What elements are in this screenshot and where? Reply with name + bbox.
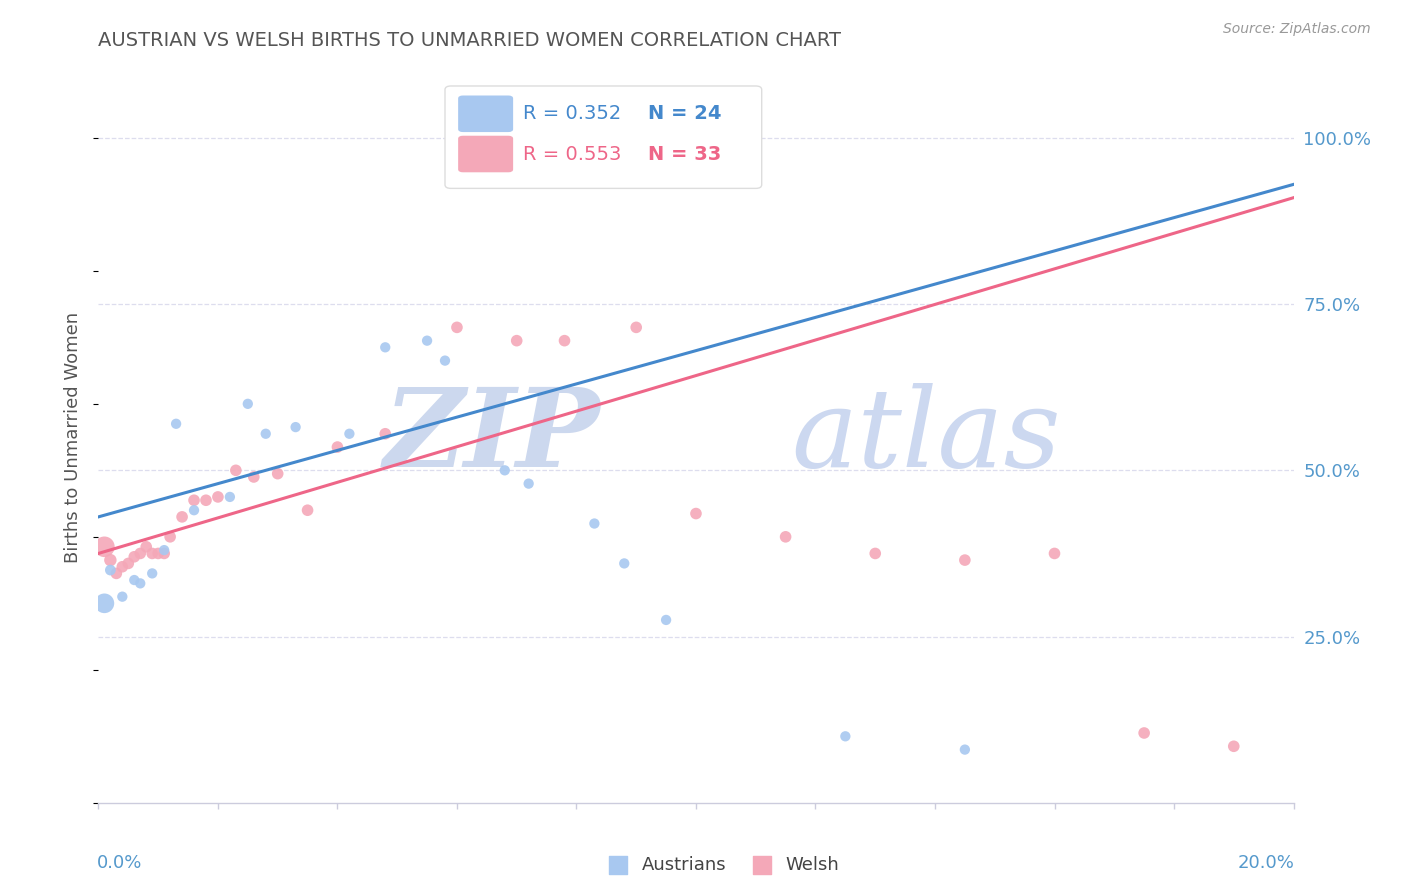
Text: R = 0.352: R = 0.352: [523, 104, 621, 123]
Point: [124, 573, 146, 587]
Point: [124, 549, 146, 564]
Text: AUSTRIAN VS WELSH BIRTHS TO UNMARRIED WOMEN CORRELATION CHART: AUSTRIAN VS WELSH BIRTHS TO UNMARRIED WO…: [98, 31, 841, 50]
FancyBboxPatch shape: [458, 136, 513, 172]
Point: [98, 553, 122, 567]
Point: [183, 503, 205, 517]
Point: [219, 490, 242, 504]
Point: [434, 353, 457, 368]
Text: N = 24: N = 24: [648, 104, 721, 123]
Point: [141, 546, 163, 560]
Point: [446, 320, 468, 334]
Point: [494, 463, 516, 477]
Point: [655, 613, 678, 627]
Point: [267, 467, 290, 481]
Text: atlas: atlas: [792, 384, 1062, 491]
Point: [685, 507, 707, 521]
Point: [135, 540, 157, 554]
Point: [374, 340, 396, 354]
Point: [225, 463, 247, 477]
Text: R = 0.553: R = 0.553: [523, 145, 621, 163]
Text: 20.0%: 20.0%: [1237, 854, 1295, 872]
Point: [506, 334, 529, 348]
Point: [243, 470, 266, 484]
Point: [416, 334, 439, 348]
Point: [153, 546, 176, 560]
Point: [284, 420, 307, 434]
Text: Austrians: Austrians: [643, 856, 727, 874]
Point: [98, 563, 122, 577]
Point: [865, 546, 887, 560]
Point: [93, 540, 115, 554]
Point: [1223, 739, 1246, 754]
FancyBboxPatch shape: [446, 86, 762, 188]
Text: 0.0%: 0.0%: [97, 854, 142, 872]
Point: [775, 530, 797, 544]
Point: [1133, 726, 1156, 740]
Text: Welsh: Welsh: [786, 856, 839, 874]
Y-axis label: Births to Unmarried Women: Births to Unmarried Women: [65, 311, 83, 563]
Point: [326, 440, 349, 454]
FancyBboxPatch shape: [458, 95, 513, 132]
Text: N = 33: N = 33: [648, 145, 721, 163]
Point: [129, 546, 152, 560]
Point: [254, 426, 277, 441]
Text: ZIP: ZIP: [384, 384, 600, 491]
Point: [554, 334, 576, 348]
Text: Source: ZipAtlas.com: Source: ZipAtlas.com: [1223, 22, 1371, 37]
Point: [141, 566, 163, 581]
Point: [626, 320, 648, 334]
Point: [613, 557, 636, 571]
Point: [172, 509, 194, 524]
Point: [583, 516, 606, 531]
Point: [236, 397, 259, 411]
Point: [339, 426, 361, 441]
Point: [93, 596, 115, 610]
Point: [153, 543, 176, 558]
Point: [105, 566, 128, 581]
Point: [1043, 546, 1066, 560]
Point: [834, 729, 856, 743]
Point: [195, 493, 218, 508]
Point: [207, 490, 229, 504]
Point: [148, 546, 170, 560]
Point: [165, 417, 187, 431]
Point: [159, 530, 181, 544]
Point: [953, 553, 976, 567]
Point: [111, 590, 134, 604]
Point: [117, 557, 139, 571]
Point: [953, 742, 976, 756]
Point: [297, 503, 319, 517]
Point: [183, 493, 205, 508]
Point: [129, 576, 152, 591]
Point: [374, 426, 396, 441]
Point: [111, 559, 134, 574]
Point: [517, 476, 540, 491]
